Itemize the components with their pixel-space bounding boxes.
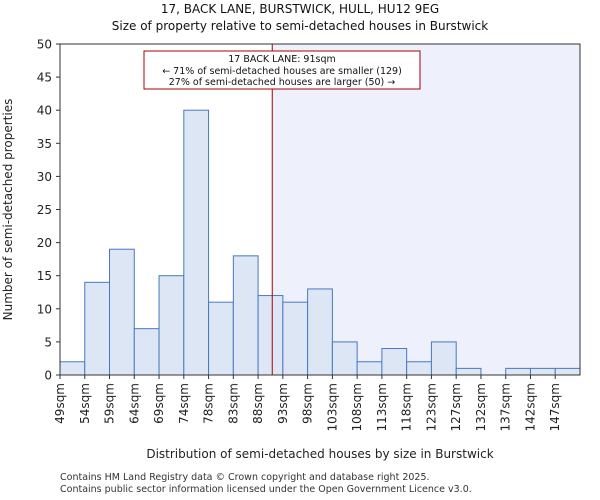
x-tick-label: 74sqm: [177, 383, 191, 424]
x-tick-label: 137sqm: [499, 383, 513, 431]
x-tick-label: 98sqm: [301, 383, 315, 424]
bar-113sqm: [381, 348, 408, 376]
x-tick-label: 103sqm: [325, 383, 339, 431]
annotation-line-1: 17 BACK LANE: 91sqm: [228, 54, 336, 65]
bar-64sqm: [133, 328, 160, 376]
y-tick-label: 20: [37, 236, 52, 250]
bar-69sqm: [158, 275, 185, 376]
bar-88sqm: [257, 295, 284, 376]
footer-copyright: Contains HM Land Registry data © Crown c…: [60, 472, 430, 483]
x-axis-label: Distribution of semi-detached houses by …: [146, 447, 493, 461]
y-tick-label: 30: [37, 170, 52, 184]
bar-54sqm: [84, 281, 111, 376]
bar-78sqm: [208, 301, 234, 376]
bar-118sqm: [406, 361, 432, 376]
bar-93sqm: [282, 301, 309, 376]
x-tick-label: 108sqm: [350, 383, 364, 431]
x-tick-label: 64sqm: [127, 383, 141, 424]
x-tick-label: 83sqm: [226, 383, 240, 424]
x-tick-label: 127sqm: [449, 383, 463, 431]
x-tick-label: 147sqm: [548, 383, 562, 431]
bar-127sqm: [455, 367, 482, 376]
x-tick-label: 118sqm: [400, 383, 414, 431]
bar-142sqm: [529, 367, 556, 376]
annotation-box: 17 BACK LANE: 91sqm ← 71% of semi-detach…: [143, 50, 421, 90]
bar-74sqm: [183, 109, 210, 376]
y-tick-label: 40: [37, 104, 52, 118]
bar-147sqm: [554, 367, 581, 376]
chart-subtitle: Size of property relative to semi-detach…: [111, 19, 489, 33]
bar-83sqm: [232, 255, 259, 376]
y-tick-label: 45: [37, 71, 52, 85]
annotation-line-3: 27% of semi-detached houses are larger (…: [169, 77, 396, 88]
x-tick-label: 142sqm: [523, 383, 537, 431]
x-tick-label: 49sqm: [53, 383, 67, 424]
x-tick-label: 93sqm: [276, 383, 290, 424]
x-tick-label: 54sqm: [78, 383, 92, 424]
bar-98sqm: [307, 288, 333, 376]
x-tick-label: 123sqm: [424, 383, 438, 431]
bar-108sqm: [356, 361, 383, 376]
x-tick-label: 132sqm: [474, 383, 488, 431]
y-tick-label: 0: [44, 369, 52, 383]
y-tick-label: 50: [37, 38, 52, 52]
x-tick-label: 113sqm: [375, 383, 389, 431]
y-tick-label: 15: [37, 269, 52, 283]
x-tick-label: 88sqm: [251, 383, 265, 424]
annotation-line-2: ← 71% of semi-detached houses are smalle…: [162, 66, 402, 77]
footer-licence: Contains public sector information licen…: [60, 484, 472, 495]
bar-123sqm: [430, 341, 457, 376]
bar-103sqm: [331, 341, 358, 376]
bar-49sqm: [59, 361, 86, 376]
y-axis-label: Number of semi-detached properties: [1, 99, 15, 321]
chart-title: 17, BACK LANE, BURSTWICK, HULL, HU12 9EG: [160, 2, 440, 16]
x-tick-label: 69sqm: [152, 383, 166, 424]
y-tick-label: 35: [37, 137, 52, 151]
y-tick-label: 25: [37, 203, 52, 217]
bar-59sqm: [109, 248, 135, 376]
x-tick-label: 59sqm: [103, 383, 117, 424]
y-tick-label: 5: [44, 335, 52, 349]
y-tick-label: 10: [37, 302, 52, 316]
bar-137sqm: [505, 367, 531, 376]
x-tick-label: 78sqm: [202, 383, 216, 424]
